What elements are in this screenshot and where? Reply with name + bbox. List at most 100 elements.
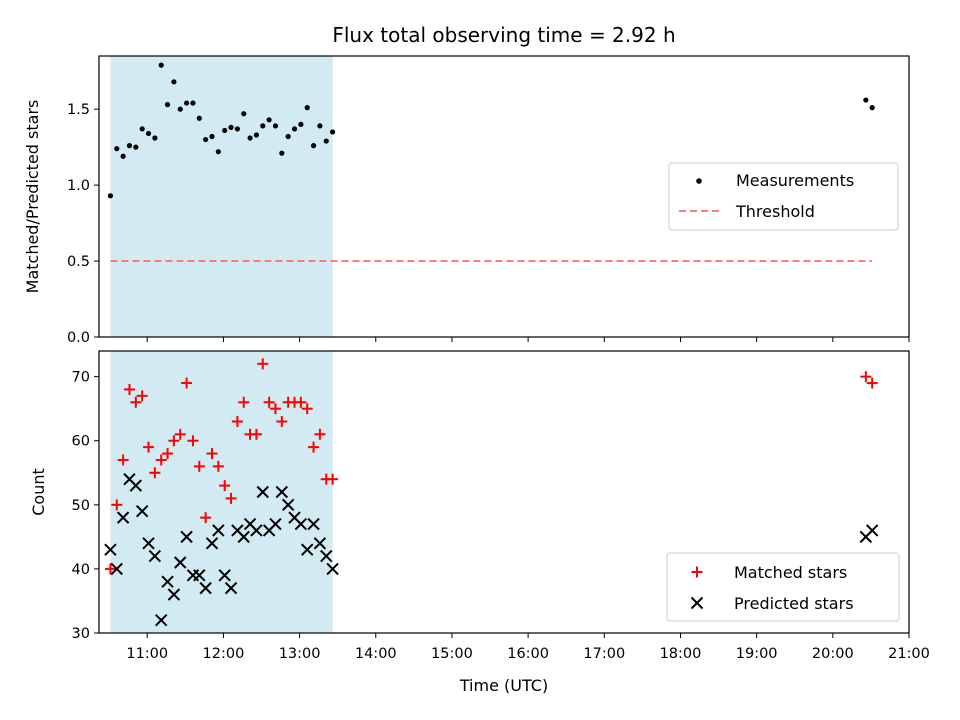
legend-marker-matched bbox=[691, 566, 703, 578]
measurement-point bbox=[330, 129, 336, 135]
measurement-point bbox=[863, 97, 869, 103]
measurement-point bbox=[126, 143, 133, 149]
measurement-point bbox=[260, 123, 266, 129]
predicted-star-point bbox=[865, 524, 879, 537]
measurement-points bbox=[107, 62, 875, 199]
predicted-star-point bbox=[218, 569, 231, 582]
measurement-point bbox=[247, 135, 253, 141]
predicted-star-point bbox=[193, 569, 206, 582]
predicted-star-point bbox=[301, 543, 314, 556]
measurement-point bbox=[222, 127, 228, 134]
predicted-star-point bbox=[155, 613, 168, 627]
predicted-star-point bbox=[288, 511, 301, 524]
measurement-point bbox=[133, 144, 139, 150]
measurement-point bbox=[177, 106, 183, 112]
ratio-y-axis-label: Matched/Predicted stars bbox=[23, 100, 42, 294]
predicted-star-point bbox=[307, 517, 320, 531]
predicted-star-point bbox=[231, 524, 244, 537]
x-tick-label: 17:00 bbox=[583, 646, 625, 662]
measurement-point bbox=[234, 126, 240, 132]
ratio-legend-box bbox=[668, 162, 899, 231]
measurement-point bbox=[291, 126, 298, 132]
predicted-star-point bbox=[135, 505, 149, 518]
predicted-star-point bbox=[104, 543, 117, 556]
ratio-legend: Measurements Threshold bbox=[668, 162, 899, 231]
predicted-star-points bbox=[104, 472, 879, 627]
measurement-point bbox=[241, 111, 247, 117]
ratio-plot-frame bbox=[98, 55, 910, 338]
x-tick-label: 13:00 bbox=[279, 646, 321, 662]
x-tick-label: 19:00 bbox=[736, 646, 778, 662]
measurement-point bbox=[279, 150, 285, 156]
legend-marker-measurements bbox=[696, 178, 702, 184]
legend-marker-predicted bbox=[690, 596, 704, 610]
count-panel: 30 40 50 60 70 11:00 12:00 13:00 14:00 15:00 16:0… bbox=[29, 350, 930, 695]
legend-label-measurements: Measurements bbox=[736, 171, 854, 190]
predicted-star-point bbox=[243, 517, 257, 531]
predicted-star-point bbox=[275, 485, 289, 499]
count-y-ticks: 30 40 50 60 70 bbox=[72, 370, 99, 642]
measurement-point bbox=[209, 133, 215, 140]
predicted-star-point bbox=[237, 530, 250, 544]
count-legend: Matched stars Predicted stars bbox=[666, 552, 900, 622]
y-tick-label: 0.0 bbox=[67, 330, 90, 346]
predicted-star-point bbox=[256, 485, 269, 499]
predicted-star-point bbox=[281, 498, 295, 512]
predicted-star-point bbox=[313, 537, 327, 550]
predicted-star-point bbox=[123, 472, 136, 486]
measurement-point bbox=[317, 123, 323, 129]
observing-window-shade bbox=[110, 56, 333, 337]
y-tick-label: 1.0 bbox=[67, 178, 90, 194]
y-tick-label: 50 bbox=[72, 498, 90, 514]
x-tick-label: 16:00 bbox=[507, 646, 549, 662]
y-tick-label: 60 bbox=[72, 434, 90, 450]
predicted-star-point bbox=[250, 524, 263, 537]
predicted-star-point bbox=[129, 479, 143, 492]
ratio-y-ticks: 0.0 0.5 1.0 1.5 bbox=[67, 102, 99, 346]
measurement-point bbox=[298, 121, 304, 127]
predicted-star-point bbox=[320, 549, 333, 563]
measurement-point bbox=[171, 79, 177, 85]
x-tick-label: 15:00 bbox=[431, 646, 473, 662]
x-axis-label: Time (UTC) bbox=[459, 676, 548, 695]
x-tick-label: 11:00 bbox=[126, 646, 168, 662]
measurement-point bbox=[120, 153, 126, 159]
predicted-star-point bbox=[142, 537, 155, 550]
measurement-point bbox=[114, 146, 120, 152]
y-tick-label: 40 bbox=[72, 562, 90, 578]
measurement-point bbox=[323, 138, 329, 144]
predicted-star-point bbox=[294, 517, 308, 531]
measurement-point bbox=[310, 143, 317, 149]
predicted-star-point bbox=[326, 562, 339, 576]
measurement-point bbox=[152, 135, 158, 141]
predicted-star-point bbox=[167, 588, 181, 601]
measurement-point bbox=[190, 100, 196, 106]
legend-label-predicted-stars: Predicted stars bbox=[734, 594, 854, 613]
measurement-point bbox=[139, 126, 145, 132]
legend-label-matched-stars: Matched stars bbox=[734, 563, 847, 582]
measurement-point bbox=[285, 133, 291, 140]
y-tick-label: 0.5 bbox=[67, 254, 90, 270]
measurement-point bbox=[304, 105, 310, 111]
predicted-star-point bbox=[212, 524, 225, 537]
y-tick-label: 70 bbox=[72, 370, 90, 386]
x-tick-label: 20:00 bbox=[812, 646, 854, 662]
matched-star-points bbox=[104, 358, 878, 575]
predicted-star-point bbox=[161, 575, 174, 588]
predicted-star-point bbox=[205, 537, 219, 550]
x-tick-label: 14:00 bbox=[355, 646, 397, 662]
measurement-point bbox=[272, 123, 279, 129]
predicted-star-point bbox=[116, 511, 130, 524]
count-y-axis-label: Count bbox=[29, 468, 48, 516]
predicted-star-point bbox=[180, 530, 193, 544]
legend-x-marker bbox=[690, 596, 704, 610]
count-plot-frame bbox=[98, 350, 910, 634]
measurement-point bbox=[107, 193, 114, 199]
count-x-ticks: 11:00 12:00 13:00 14:00 15:00 16:00 17:00 18:00… bbox=[126, 633, 930, 662]
x-tick-label: 21:00 bbox=[888, 646, 930, 662]
x-tick-label: 18:00 bbox=[660, 646, 702, 662]
predicted-star-point bbox=[199, 581, 212, 595]
measurement-point bbox=[184, 100, 190, 106]
measurement-point bbox=[253, 132, 260, 138]
predicted-star-point bbox=[224, 581, 238, 595]
